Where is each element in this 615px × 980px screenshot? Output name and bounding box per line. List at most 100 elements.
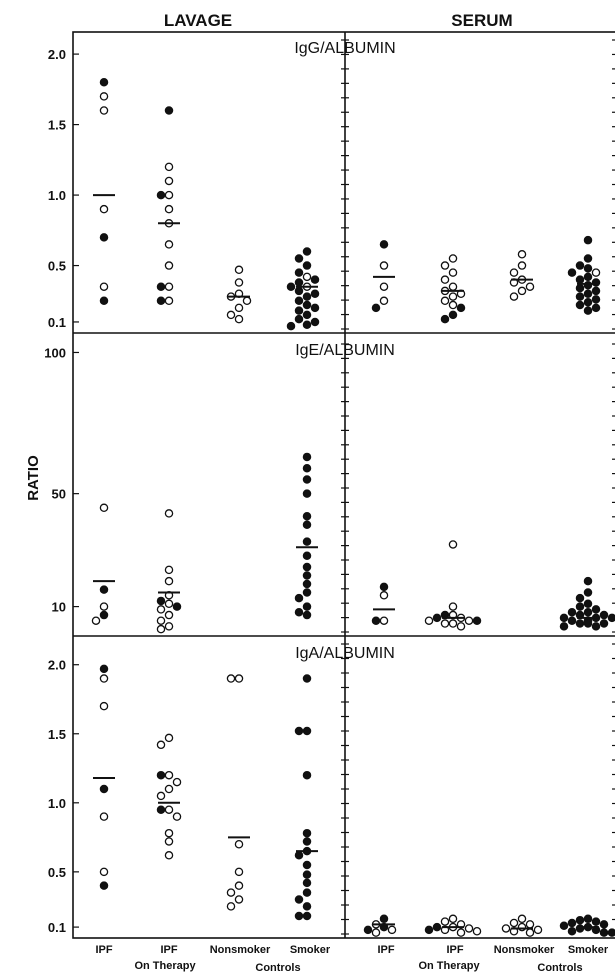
data-point-smoker-lavage-iga (302, 837, 312, 846)
data-point-smoker-serum-igg (583, 289, 593, 299)
data-point-smoker-lavage-igg (302, 320, 312, 330)
data-point-smoker-serum-ige (472, 616, 482, 625)
data-point-smoker-lavage-ige (302, 489, 312, 498)
lavage-category-labels: IPF IPF On Therapy Nonsmoker Controls Sm… (95, 944, 330, 974)
data-point-nonsmoker-serum-iga (472, 926, 482, 936)
data-point-nonsmoker-lavage-iga (226, 902, 236, 911)
data-point-smoker-lavage-igg (310, 303, 320, 313)
data-point-smoker-serum-iga (424, 925, 434, 935)
data-point-nonsmoker-serum-igg (448, 292, 458, 301)
data-point-nonsmoker-lavage-igg (164, 190, 174, 200)
category-label-ipf: IPF (95, 944, 112, 956)
data-point-smoker-lavage-igg (286, 321, 296, 331)
panel-title-igg: IgG/ALBUMIN (294, 40, 395, 57)
data-point-nonsmoker-serum-igg (440, 261, 450, 270)
column-title-serum: SERUM (451, 11, 512, 30)
data-point-smoker-lavage-igg (99, 78, 109, 87)
data-point-smoker-serum-ige (599, 610, 609, 620)
data-point-smoker-serum-iga (591, 917, 601, 926)
category-label-nonsmoker-serum: Nonsmoker (494, 944, 555, 956)
data-point-smoker-serum-igg (440, 314, 450, 324)
data-point-nonsmoker-lavage-igg (99, 282, 109, 291)
data-point-nonsmoker-lavage-ige (164, 565, 174, 575)
data-point-smoker-lavage-igg (99, 233, 109, 242)
data-point-nonsmoker-lavage-ige (91, 616, 101, 625)
data-point-smoker-serum-ige (371, 616, 381, 625)
data-point-smoker-lavage-ige (302, 511, 312, 521)
data-point-smoker-serum-ige (583, 588, 593, 597)
data-point-smoker-serum-ige (583, 619, 593, 628)
data-point-smoker-lavage-ige (302, 537, 312, 546)
data-point-nonsmoker-lavage-ige (164, 576, 174, 586)
data-point-smoker-lavage-igg (164, 106, 174, 115)
category-label-ipf-therapy-serum: IPF (446, 944, 463, 956)
data-point-smoker-serum-iga (379, 914, 389, 924)
column-title-lavage: LAVAGE (164, 11, 232, 30)
data-point-nonsmoker-serum-iga (525, 920, 535, 929)
data-point-smoker-lavage-iga (302, 860, 312, 870)
data-point-smoker-lavage-iga (302, 911, 312, 921)
data-point-nonsmoker-serum-iga (387, 925, 397, 935)
data-point-smoker-serum-ige (567, 616, 577, 625)
data-point-nonsmoker-lavage-iga (99, 812, 109, 821)
data-point-nonsmoker-serum-igg (517, 286, 527, 296)
data-point-smoker-lavage-ige (156, 596, 166, 606)
data-point-nonsmoker-serum-ige (456, 622, 466, 631)
data-point-smoker-serum-iga (599, 928, 609, 937)
data-point-smoker-serum-igg (583, 254, 593, 263)
data-point-smoker-lavage-ige (302, 475, 312, 484)
data-point-smoker-lavage-iga (294, 851, 304, 860)
data-point-smoker-serum-ige (583, 607, 593, 617)
data-point-nonsmoker-lavage-ige (156, 605, 166, 614)
y-tick-label-igg-0: 0.1 (48, 315, 66, 330)
data-point-smoker-serum-iga (559, 921, 569, 930)
data-point-nonsmoker-serum-iga (440, 917, 450, 926)
data-point-smoker-lavage-iga (99, 664, 109, 674)
data-point-smoker-lavage-iga (302, 888, 312, 897)
data-point-nonsmoker-lavage-ige (164, 622, 174, 631)
data-point-smoker-lavage-igg (286, 282, 296, 291)
data-point-nonsmoker-lavage-iga (234, 867, 244, 877)
data-point-nonsmoker-lavage-ige (164, 610, 174, 620)
data-point-nonsmoker-serum-igg (509, 292, 519, 301)
data-point-smoker-lavage-igg (294, 296, 304, 306)
data-point-nonsmoker-lavage-iga (164, 770, 174, 780)
data-point-smoker-lavage-ige (302, 452, 312, 462)
data-point-smoker-lavage-ige (302, 562, 312, 572)
data-point-smoker-lavage-ige (302, 520, 312, 529)
data-point-nonsmoker-lavage-igg (99, 204, 109, 214)
data-point-smoker-serum-igg (575, 300, 585, 310)
data-point-smoker-serum-iga (607, 928, 615, 937)
data-point-smoker-lavage-ige (302, 551, 312, 561)
data-point-nonsmoker-serum-iga (533, 925, 543, 935)
data-point-nonsmoker-serum-ige (379, 616, 389, 625)
data-point-smoker-serum-igg (591, 286, 601, 296)
data-point-smoker-lavage-ige (302, 602, 312, 611)
data-point-smoker-lavage-ige (294, 593, 304, 603)
data-point-smoker-lavage-igg (310, 317, 320, 327)
data-point-nonsmoker-lavage-igg (164, 296, 174, 306)
data-point-smoker-serum-igg (456, 303, 466, 313)
data-point-smoker-lavage-iga (156, 805, 166, 814)
data-point-smoker-lavage-igg (310, 289, 320, 299)
data-point-smoker-lavage-igg (294, 306, 304, 315)
data-point-nonsmoker-serum-igg (379, 282, 389, 291)
data-point-smoker-serum-igg (591, 303, 601, 313)
data-point-nonsmoker-lavage-iga (226, 674, 236, 683)
data-point-smoker-lavage-ige (99, 585, 109, 594)
y-tick-label-ige-2: 100 (44, 345, 66, 360)
data-point-smoker-lavage-iga (302, 828, 312, 838)
data-point-smoker-serum-iga (575, 924, 585, 933)
data-point-smoker-lavage-iga (302, 902, 312, 911)
data-point-smoker-serum-ige (591, 622, 601, 631)
data-point-smoker-serum-igg (591, 278, 601, 287)
data-point-smoker-serum-igg (583, 235, 593, 245)
data-point-nonsmoker-serum-iga (371, 928, 381, 937)
category-label-controls-serum: Controls (537, 962, 582, 974)
data-point-smoker-serum-igg (567, 268, 577, 277)
y-tick-label-igg-3: 1.5 (48, 118, 66, 133)
data-point-smoker-lavage-igg (302, 292, 312, 301)
category-label-smoker: Smoker (290, 944, 331, 956)
data-point-nonsmoker-serum-iga (464, 924, 474, 933)
data-point-nonsmoker-lavage-ige (99, 602, 109, 611)
